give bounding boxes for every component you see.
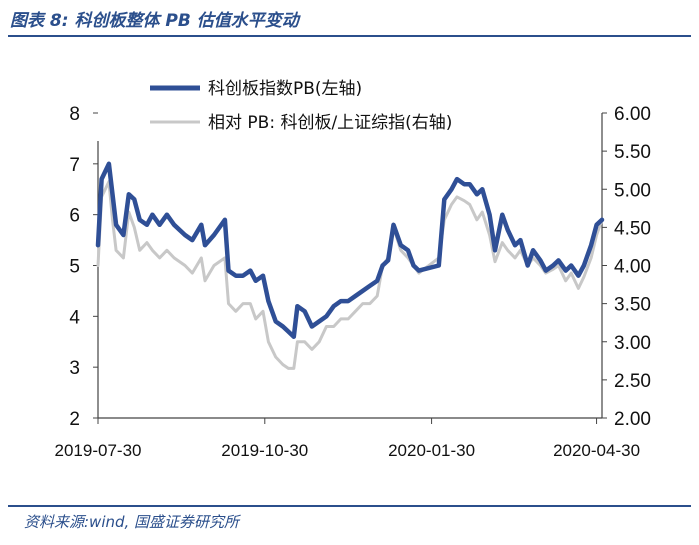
right-tick-label: 5.50 bbox=[614, 142, 651, 163]
legend: 科创板指数PB(左轴) 相对 PB: 科创板/上证综指(右轴) bbox=[150, 79, 452, 133]
title-rule bbox=[8, 35, 691, 37]
right-tick-label: 2.00 bbox=[614, 409, 651, 430]
right-tick-label: 3.00 bbox=[614, 333, 651, 354]
right-tick-label: 4.00 bbox=[614, 257, 651, 278]
legend-label-secondary: 相对 PB: 科创板/上证综指(右轴) bbox=[208, 113, 452, 133]
left-tick-label: 5 bbox=[69, 257, 80, 278]
figure-title: 图表 8: 科创板整体 PB 估值水平变动 bbox=[10, 11, 299, 31]
series-line-pb-index bbox=[95, 161, 605, 339]
source-note: 资料来源:wind, 国盛证券研究所 bbox=[24, 513, 240, 531]
left-tick-label: 8 bbox=[69, 104, 80, 125]
right-tick-label: 5.00 bbox=[614, 180, 651, 201]
series-line-relative-pb bbox=[96, 180, 604, 370]
right-tick-label: 6.00 bbox=[614, 104, 651, 125]
left-tick-label: 4 bbox=[69, 307, 80, 328]
x-tick-label: 2020-04-30 bbox=[553, 441, 640, 460]
left-tick-label: 6 bbox=[69, 206, 80, 227]
x-tick-label: 2019-10-30 bbox=[221, 441, 308, 460]
x-tick-label: 2019-07-30 bbox=[55, 441, 142, 460]
axes: 2 3 4 5 6 7 8 2.00 2.50 3.00 3.50 4.00 4.50 5.00 5.50 6… bbox=[55, 104, 651, 460]
legend-label-primary: 科创板指数PB(左轴) bbox=[208, 79, 362, 99]
x-tick-label: 2020-01-30 bbox=[388, 441, 475, 460]
left-tick-label: 2 bbox=[69, 409, 80, 430]
right-tick-label: 4.50 bbox=[614, 218, 651, 239]
right-tick-label: 3.50 bbox=[614, 295, 651, 316]
right-tick-label: 2.50 bbox=[614, 371, 651, 392]
left-tick-label: 3 bbox=[69, 358, 80, 379]
plot-lines bbox=[95, 161, 605, 370]
left-tick-label: 7 bbox=[69, 155, 80, 176]
source-rule bbox=[8, 505, 691, 507]
